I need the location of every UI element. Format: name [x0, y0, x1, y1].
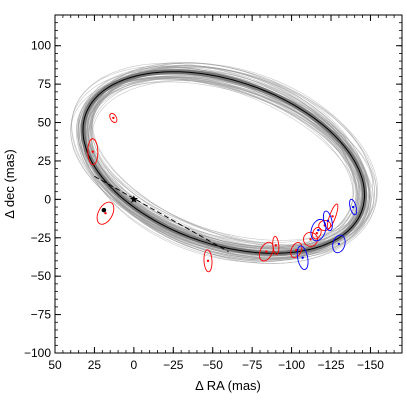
data-point	[301, 256, 304, 259]
x-tick-label: −50	[203, 358, 224, 372]
error-ellipse	[322, 210, 333, 232]
periastron-marker	[101, 207, 107, 213]
fan-orbit	[88, 69, 366, 258]
data-point	[274, 244, 278, 247]
fan-orbit	[85, 62, 374, 260]
fan-orbit	[76, 78, 358, 243]
fan-orbit	[82, 75, 377, 246]
fan-orbit	[79, 70, 359, 252]
y-tick-label: 25	[38, 154, 52, 168]
x-axis-label: Δ RA (mas)	[195, 378, 261, 393]
x-tick-label: 25	[88, 358, 102, 372]
fan-orbit	[91, 78, 369, 247]
y-tick-label: −50	[31, 269, 52, 283]
fan-orbit	[77, 67, 359, 259]
fan-orbit	[84, 77, 359, 250]
x-tick-label: −75	[242, 358, 263, 372]
x-tick-label: 50	[48, 358, 62, 372]
fan-orbit	[83, 69, 361, 257]
error-ellipse	[332, 234, 346, 254]
data-point	[112, 116, 115, 120]
fan-orbit	[88, 65, 364, 262]
x-tick-label: −125	[318, 358, 345, 372]
fan-orbit	[82, 66, 366, 254]
fan-orbit	[87, 76, 361, 248]
fan-orbit	[85, 70, 367, 259]
line-of-nodes	[94, 175, 229, 252]
axes: 50 25 0 −25 −50 −75 −100 −125 −150 −100 −75 −50 −25 0…	[24, 14, 403, 372]
data-point	[317, 228, 320, 232]
data-marks	[87, 112, 358, 273]
error-ellipse	[272, 236, 280, 255]
error-ellipse	[296, 245, 309, 271]
error-ellipse	[109, 112, 118, 123]
fan-orbit	[90, 65, 370, 264]
fan-orbit	[84, 76, 370, 246]
x-tick-label: 0	[131, 358, 138, 372]
y-axis-label: Δ dec (mas)	[2, 149, 17, 218]
fan-orbit	[85, 76, 375, 246]
fan-orbit	[89, 80, 366, 241]
orbit-band	[80, 69, 367, 256]
best-fit-layer	[80, 69, 367, 256]
fan-orbit	[86, 81, 372, 250]
fan-orbit	[78, 71, 371, 260]
y-tick-label: 100	[31, 39, 51, 53]
orbit-fan	[70, 62, 378, 264]
error-ellipse	[203, 249, 213, 273]
y-tick-label: 75	[38, 77, 52, 91]
fan-orbit	[83, 76, 357, 247]
fan-orbit	[79, 70, 357, 255]
best-fit-orbit	[82, 71, 365, 254]
data-point	[315, 231, 319, 235]
fan-orbit	[91, 67, 370, 256]
data-point	[104, 211, 107, 215]
x-tick-label: −100	[278, 358, 305, 372]
data-point	[295, 248, 298, 252]
fan-orbit	[83, 76, 364, 254]
fan-orbit	[86, 65, 361, 261]
error-ellipse	[258, 241, 274, 262]
y-tick-label: −100	[24, 346, 51, 360]
y-tick-label: −25	[31, 231, 52, 245]
x-tick-label: −150	[357, 358, 384, 372]
data-point	[337, 242, 341, 246]
x-tick-label: −25	[163, 358, 184, 372]
y-tick-label: −75	[31, 308, 52, 322]
fan-orbit	[75, 73, 358, 255]
fan-orbit	[83, 78, 363, 253]
fan-orbit	[80, 66, 378, 264]
primary-star	[129, 195, 138, 203]
data-point	[91, 150, 95, 153]
error-ellipse	[96, 201, 115, 225]
y-tick-label: 50	[38, 116, 52, 130]
fan-orbit	[87, 72, 359, 253]
fan-orbit	[77, 71, 364, 248]
fan-orbit	[70, 74, 364, 252]
data-point	[351, 205, 355, 209]
fan-orbit	[90, 70, 371, 261]
error-ellipse	[290, 242, 303, 259]
fan-orbit	[88, 66, 364, 260]
data-point	[326, 219, 330, 223]
fan-orbit	[90, 76, 370, 250]
error-ellipse	[310, 218, 327, 242]
data-point	[265, 250, 268, 253]
fan-orbit	[88, 62, 368, 260]
fan-orbit	[80, 69, 370, 253]
data-point	[309, 238, 312, 241]
data-point	[206, 259, 210, 263]
error-ellipse	[87, 138, 99, 166]
y-tick-label: 0	[44, 192, 51, 206]
error-ellipse	[349, 198, 358, 216]
data-point	[331, 215, 334, 218]
